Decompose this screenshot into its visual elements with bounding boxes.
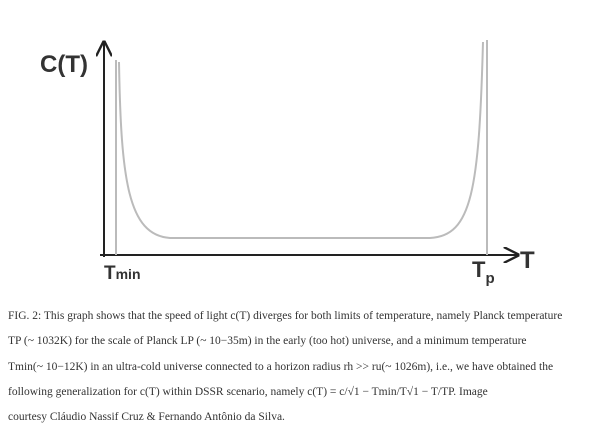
y-axis-label: C(T) <box>40 51 88 78</box>
caption-line: following generalization for c(T) within… <box>8 385 488 398</box>
caption-line: FIG. 2: This graph shows that the speed … <box>8 310 563 322</box>
right-mark: Tp <box>472 257 495 287</box>
caption-line: courtesy Cláudio Nassif Cruz & Fernando … <box>8 411 285 424</box>
left-mark: Tmin <box>104 263 141 284</box>
caption-line: Tmin(~ 10−12K) in an ultra-cold universe… <box>8 360 554 373</box>
figure: C(T) T Tmin Tp <box>40 40 535 287</box>
x-axis-label: T <box>520 247 535 274</box>
caption-line: TP (~ 1032K) for the scale of Planck LP … <box>8 335 527 348</box>
curve <box>118 41 484 239</box>
